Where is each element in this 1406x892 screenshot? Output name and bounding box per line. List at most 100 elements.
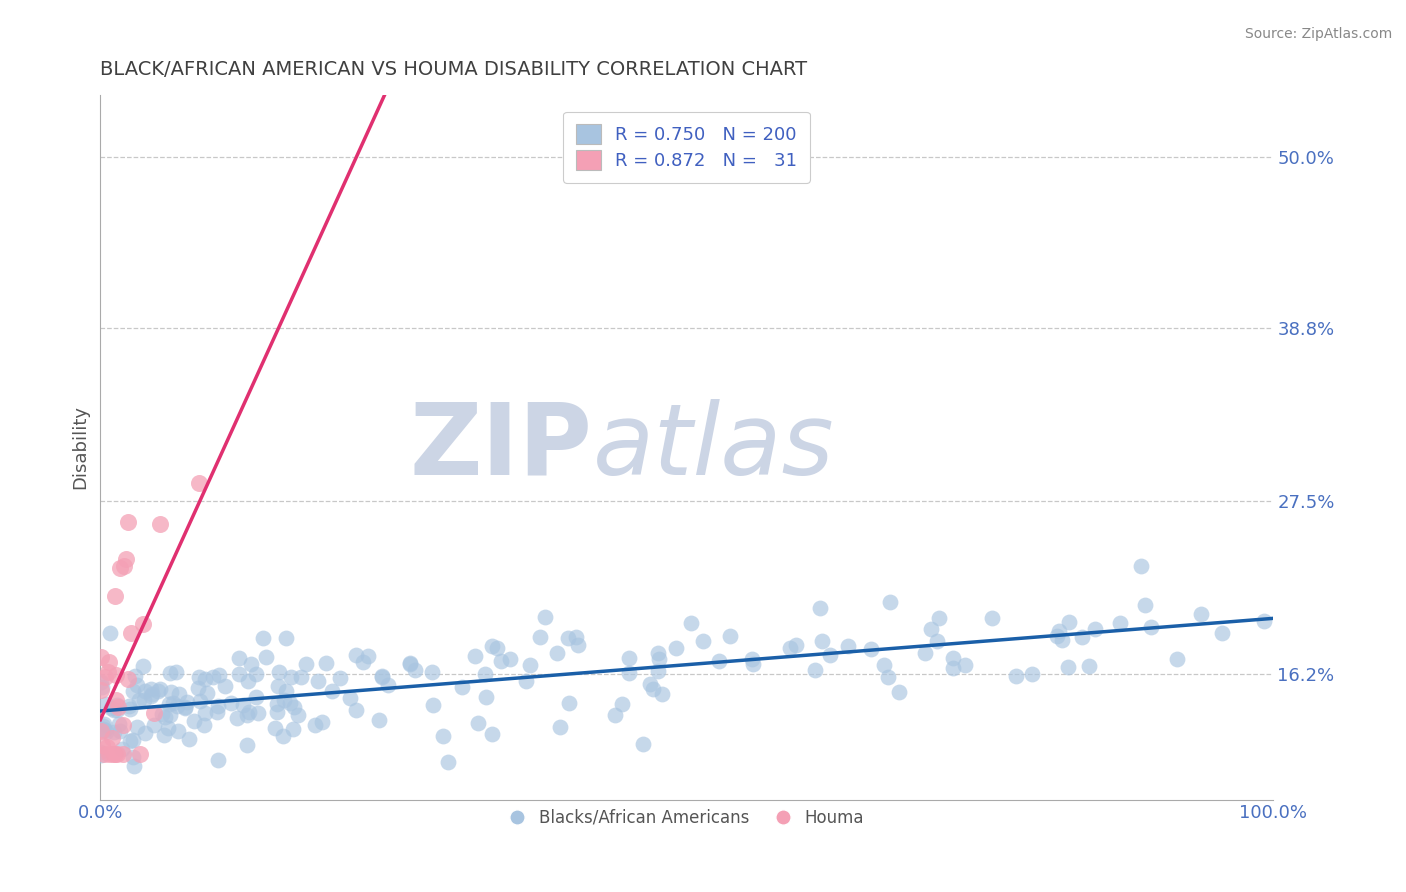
Point: [321, 684, 343, 698]
Point: [149, 681, 172, 696]
Point: [124, 668, 146, 682]
Point: [228, 650, 250, 665]
Point: [225, 711, 247, 725]
Point: [1133, 598, 1156, 612]
Point: [104, 590, 127, 604]
Point: [1166, 652, 1188, 666]
Point: [718, 629, 741, 643]
Point: [1071, 630, 1094, 644]
Point: [205, 705, 228, 719]
Point: [247, 706, 270, 720]
Point: [108, 717, 131, 731]
Point: [127, 720, 149, 734]
Point: [139, 681, 162, 696]
Point: [1021, 667, 1043, 681]
Point: [610, 698, 633, 712]
Point: [162, 696, 184, 710]
Point: [267, 679, 290, 693]
Point: [245, 667, 267, 681]
Point: [93, 747, 115, 761]
Point: [681, 616, 703, 631]
Point: [267, 665, 290, 679]
Point: [90, 650, 112, 665]
Point: [953, 657, 976, 672]
Point: [122, 759, 145, 773]
Point: [266, 705, 288, 719]
Point: [232, 698, 254, 712]
Point: [436, 755, 458, 769]
Point: [603, 708, 626, 723]
Point: [274, 684, 297, 698]
Point: [515, 674, 537, 689]
Point: [1059, 615, 1081, 629]
Point: [567, 638, 589, 652]
Point: [464, 648, 486, 663]
Point: [557, 631, 579, 645]
Point: [107, 699, 129, 714]
Point: [165, 665, 187, 679]
Point: [238, 673, 260, 688]
Point: [803, 663, 825, 677]
Point: [98, 655, 121, 669]
Point: [651, 687, 673, 701]
Point: [183, 714, 205, 728]
Point: [422, 698, 444, 713]
Point: [631, 737, 654, 751]
Point: [810, 601, 832, 615]
Point: [90, 748, 112, 763]
Point: [207, 698, 229, 713]
Point: [105, 703, 128, 717]
Point: [208, 668, 231, 682]
Point: [811, 634, 834, 648]
Point: [195, 685, 218, 699]
Point: [89, 745, 111, 759]
Point: [329, 671, 352, 685]
Point: [432, 729, 454, 743]
Point: [98, 626, 121, 640]
Point: [157, 697, 180, 711]
Text: atlas: atlas: [593, 399, 834, 496]
Legend: Blacks/African Americans, Houma: Blacks/African Americans, Houma: [502, 802, 870, 833]
Point: [176, 695, 198, 709]
Point: [193, 718, 215, 732]
Point: [928, 610, 950, 624]
Point: [779, 640, 801, 655]
Point: [94, 723, 117, 738]
Point: [91, 680, 114, 694]
Point: [1077, 658, 1099, 673]
Point: [91, 739, 114, 753]
Point: [499, 651, 522, 665]
Point: [111, 742, 134, 756]
Point: [122, 749, 145, 764]
Point: [927, 634, 949, 648]
Point: [103, 703, 125, 717]
Point: [228, 667, 250, 681]
Point: [117, 515, 139, 529]
Point: [370, 670, 392, 684]
Point: [1211, 626, 1233, 640]
Point: [91, 723, 114, 737]
Point: [93, 717, 115, 731]
Point: [665, 641, 688, 656]
Point: [486, 640, 509, 655]
Point: [564, 630, 586, 644]
Point: [236, 738, 259, 752]
Point: [283, 699, 305, 714]
Point: [129, 747, 152, 761]
Point: [548, 720, 571, 734]
Point: [346, 648, 368, 663]
Point: [142, 718, 165, 732]
Point: [93, 719, 115, 733]
Point: [529, 630, 551, 644]
Point: [120, 626, 142, 640]
Point: [156, 721, 179, 735]
Point: [534, 610, 557, 624]
Point: [139, 689, 162, 703]
Point: [307, 674, 329, 689]
Point: [118, 733, 141, 747]
Point: [271, 729, 294, 743]
Point: [100, 701, 122, 715]
Point: [187, 670, 209, 684]
Point: [125, 678, 148, 692]
Point: [942, 650, 965, 665]
